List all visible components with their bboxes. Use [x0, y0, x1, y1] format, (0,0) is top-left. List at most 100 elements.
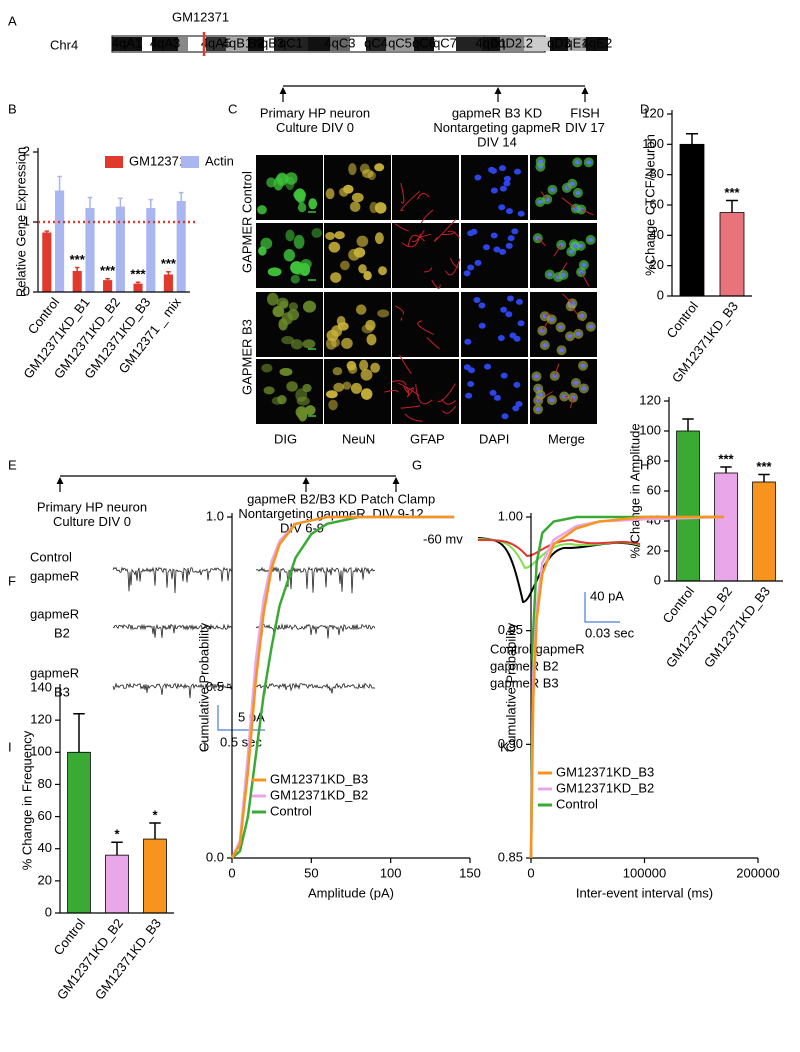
- error-bar: [758, 473, 770, 482]
- cell: [288, 302, 299, 311]
- y-tick-label: 1.0: [206, 508, 224, 523]
- cell: [359, 359, 369, 371]
- current-trace: [255, 682, 376, 694]
- nucleus: [559, 348, 565, 353]
- cell: [311, 228, 322, 238]
- nucleus: [506, 295, 514, 302]
- error-bar: [57, 175, 62, 191]
- x-tick-label: 100000: [623, 865, 666, 880]
- timeline-label: DIV 14: [477, 134, 517, 149]
- cell: [330, 272, 342, 283]
- row-label: GAPMER Control: [239, 171, 254, 273]
- nucleus: [588, 324, 594, 329]
- legend-label: GM12371KD_B2: [556, 780, 654, 795]
- timeline-label: Primary HP neuron: [260, 105, 370, 120]
- nucleus: [463, 270, 471, 277]
- gene-label: GM12371: [172, 9, 229, 24]
- timeline-label: DIV 9-12: [372, 506, 423, 521]
- chromosome-band: [152, 37, 178, 51]
- nucleus: [569, 181, 575, 186]
- cell: [285, 229, 295, 242]
- y-tick-label: 20: [38, 872, 52, 887]
- chromosome-band: [350, 37, 366, 51]
- significance: ***: [100, 263, 116, 278]
- y-tick-label: 0.0: [206, 849, 224, 864]
- nucleus: [464, 338, 472, 345]
- band-label: qC6: [412, 35, 436, 50]
- cell: [355, 304, 367, 315]
- y-axis-label: Cumulative Probability: [196, 622, 211, 752]
- nucleus: [493, 246, 501, 253]
- y-tick-label: 1: [23, 213, 30, 228]
- chromosome-band: [248, 37, 264, 51]
- nucleus: [535, 407, 541, 412]
- cell: [281, 336, 295, 345]
- chromosome-band: [434, 37, 456, 51]
- band-label: 4qA3: [150, 35, 180, 50]
- row-label: GAPMER B3: [239, 319, 254, 395]
- x-tick-label: Control: [659, 584, 697, 626]
- legend-label: GM12371KD_B3: [556, 764, 654, 779]
- cell: [378, 266, 387, 276]
- band-label: qC4: [364, 35, 388, 50]
- micrograph-content: [463, 228, 519, 277]
- fiber: [447, 230, 460, 239]
- chromosome-band: [414, 37, 434, 51]
- nucleus: [517, 210, 525, 217]
- bar: [714, 472, 738, 582]
- y-tick-label: 0.85: [498, 849, 523, 864]
- cell: [290, 339, 303, 350]
- y-tick-label: 80: [38, 776, 52, 791]
- panel-letter: F: [8, 573, 16, 588]
- nucleus: [505, 208, 513, 215]
- cell: [295, 388, 308, 402]
- micrograph-content: [474, 165, 525, 217]
- cdf-line: [230, 515, 455, 859]
- nucleus: [509, 332, 517, 339]
- significance: ***: [70, 252, 86, 267]
- micrograph-content: [325, 304, 390, 350]
- fiber: [562, 293, 573, 304]
- nucleus: [568, 249, 574, 254]
- cell: [257, 205, 267, 215]
- nucleus: [549, 398, 555, 403]
- nucleus: [514, 168, 522, 175]
- timeline-label: DIV 17: [565, 120, 605, 135]
- nucleus: [499, 185, 507, 192]
- cell: [276, 297, 289, 309]
- legend-label: Control: [270, 803, 312, 818]
- timeline-label: Culture DIV 0: [53, 514, 131, 529]
- current-trace: [255, 566, 376, 594]
- micrograph-content: [325, 359, 381, 411]
- bar: [105, 854, 129, 914]
- fiber: [384, 390, 399, 393]
- cell: [290, 261, 304, 275]
- legend-label: Control: [556, 796, 598, 811]
- cell: [297, 202, 307, 213]
- chromosome-band: [386, 37, 414, 51]
- x-tick-label: 50: [304, 865, 318, 880]
- bar: [143, 838, 167, 914]
- panel-letter: H: [640, 457, 649, 472]
- nucleus: [488, 166, 496, 173]
- y-axis-label: %Change CTCF/Neuron: [642, 134, 657, 276]
- trace-label: gapmeR: [30, 606, 79, 621]
- band-label: 4qD2.2: [491, 35, 533, 50]
- band-label: 4qB3: [254, 35, 284, 50]
- significance: ***: [130, 267, 146, 282]
- y-tick-label: 60: [38, 808, 52, 823]
- significance: *: [114, 827, 120, 842]
- micrograph: [392, 223, 459, 288]
- scale-label: 0.03 sec: [585, 625, 635, 640]
- band-label: 4qE2: [582, 35, 612, 50]
- bar: [146, 208, 156, 292]
- y-tick-label: 140: [30, 679, 52, 694]
- significance: ***: [161, 256, 177, 271]
- fiber: [400, 317, 403, 321]
- chromosome-band: [456, 37, 482, 51]
- micrograph: [392, 292, 459, 357]
- fiber: [403, 386, 420, 396]
- cdf-line: [529, 515, 724, 859]
- fiber: [416, 192, 430, 200]
- error-bar: [726, 199, 738, 213]
